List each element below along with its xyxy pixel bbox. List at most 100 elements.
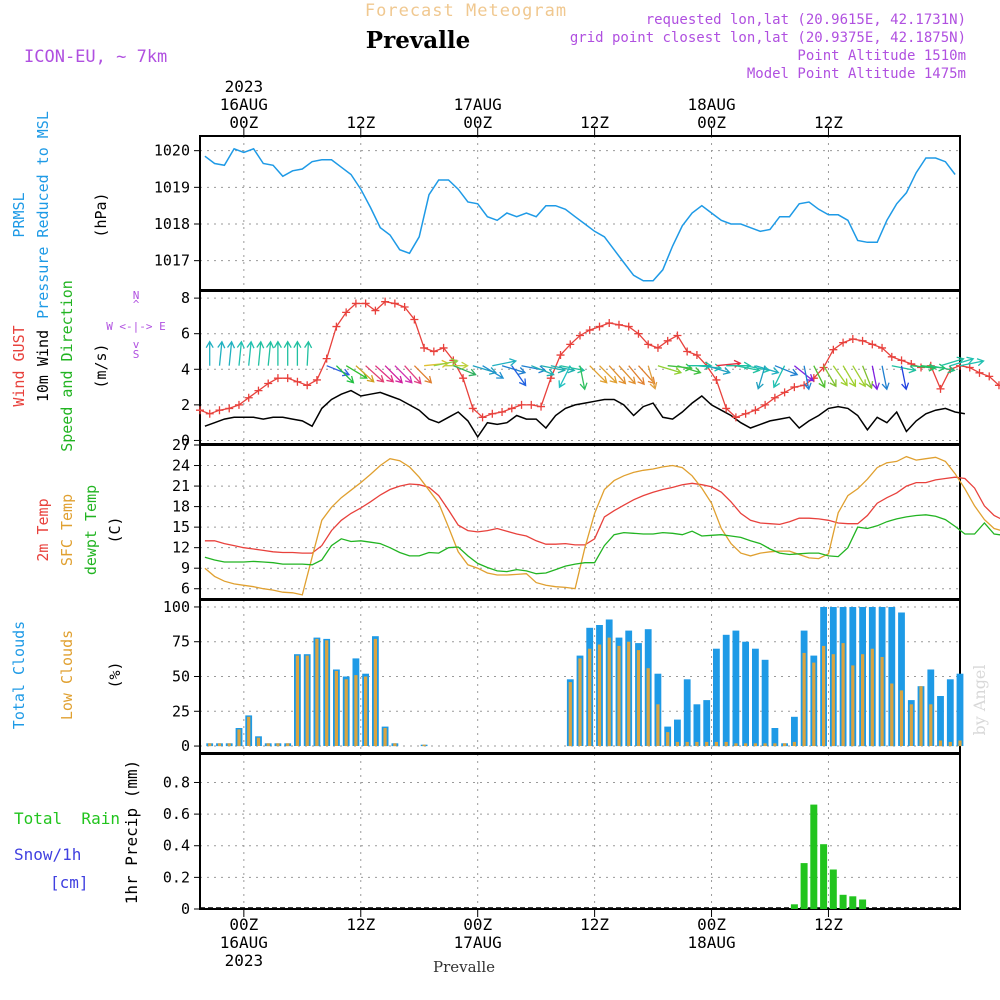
gust-marker xyxy=(478,413,487,422)
rain-bar xyxy=(839,894,847,909)
wind-direction-arrow xyxy=(453,365,477,377)
time-label-top: 18AUG xyxy=(687,95,735,114)
low-cloud-bar xyxy=(880,657,884,746)
gust-marker xyxy=(196,406,204,415)
y-tick-label: 24 xyxy=(172,457,190,475)
rain-bar xyxy=(849,896,857,909)
time-label-bottom: 00Z xyxy=(229,915,258,934)
gust-marker xyxy=(868,340,877,349)
gust-marker xyxy=(683,347,692,356)
gust-marker xyxy=(264,379,273,388)
low-cloud-bar xyxy=(861,654,865,746)
low-cloud-bar xyxy=(958,740,962,747)
temp-label-0: 2m Temp xyxy=(34,498,52,561)
gust-marker xyxy=(965,363,974,372)
gust-marker xyxy=(751,406,760,415)
low-cloud-bar xyxy=(256,737,261,746)
y-tick-label: 0.6 xyxy=(163,805,190,823)
temp-label-2: dewpt Temp xyxy=(82,485,100,575)
legend-total-rain: Total Rain xyxy=(14,809,120,828)
y-tick-label: 75 xyxy=(172,633,190,651)
compass-we: W <-|-> E xyxy=(106,320,166,333)
wind-direction-arrow xyxy=(755,365,780,375)
total-cloud-bar xyxy=(752,648,759,747)
temp-label-3: (C) xyxy=(106,516,124,543)
grid-coords: grid point closest lon,lat (20.9375E, 42… xyxy=(570,30,966,46)
y-tick-label: 6 xyxy=(181,580,190,598)
low-cloud-bar xyxy=(734,743,738,747)
wind-direction-arrow xyxy=(531,365,555,377)
wind-direction-arrow xyxy=(900,365,910,391)
wind-direction-arrow xyxy=(355,365,375,383)
wind-direction-arrow xyxy=(706,365,731,375)
low-cloud-bar xyxy=(938,740,943,747)
total-cloud-bar xyxy=(703,700,711,746)
low-cloud-bar xyxy=(822,645,826,746)
pressure-label-2: (hPa) xyxy=(92,192,110,237)
temp-label-1: SFC Temp xyxy=(58,494,76,566)
low-cloud-bar xyxy=(208,743,212,747)
low-cloud-bar xyxy=(802,652,806,747)
total-cloud-bar xyxy=(674,719,681,746)
gust-marker xyxy=(712,375,721,384)
low-cloud-bar xyxy=(792,741,796,747)
wind-direction-arrow xyxy=(589,365,608,384)
time-label-top: 12Z xyxy=(814,113,843,132)
wind-direction-arrow xyxy=(365,365,385,383)
low-cloud-bar xyxy=(705,741,709,747)
y-tick-label: 0 xyxy=(181,900,190,918)
low-cloud-bar xyxy=(753,743,757,747)
wind-direction-arrow xyxy=(226,340,236,366)
low-cloud-bar xyxy=(763,743,767,747)
wind-direction-arrow xyxy=(677,365,702,375)
y-tick-label: 15 xyxy=(172,518,190,536)
low-cloud-bar xyxy=(247,716,251,746)
wind-direction-arrow xyxy=(803,365,812,391)
gust-marker xyxy=(848,335,857,344)
wind-direction-arrow xyxy=(443,361,469,370)
low-cloud-bar xyxy=(744,743,748,747)
y-tick-label: 21 xyxy=(172,477,190,495)
gust-marker xyxy=(780,388,789,397)
wind-label-2: Speed and Direction xyxy=(58,280,76,452)
gust-marker xyxy=(878,343,887,352)
wind-direction-arrow xyxy=(384,365,404,384)
wind-direction-arrow xyxy=(618,365,636,385)
wind-direction-arrow xyxy=(236,340,245,366)
low-cloud-bar xyxy=(812,662,816,747)
low-cloud-bar xyxy=(929,704,933,746)
low-cloud-bar xyxy=(266,743,270,747)
low-cloud-bar xyxy=(675,741,679,747)
low-cloud-bar xyxy=(578,658,582,746)
gust-marker xyxy=(692,351,701,360)
low-cloud-bar xyxy=(315,638,319,746)
wind-direction-arrow xyxy=(638,365,656,385)
low-cloud-bar xyxy=(373,638,377,746)
chart-subtitle: Forecast Meteogram xyxy=(365,1,567,21)
gust-marker xyxy=(722,404,731,413)
low-cloud-bar xyxy=(295,655,299,746)
total-cloud-bar xyxy=(742,641,749,746)
wind-direction-arrow xyxy=(217,340,226,366)
y-tick-label: 2 xyxy=(181,396,190,414)
wind-label-1: 10m Wind xyxy=(34,330,52,402)
model-label: ICON-EU, ~ 7km xyxy=(24,47,167,67)
total-cloud-bar xyxy=(722,634,730,747)
compass-bottom-arrow: v xyxy=(133,338,140,351)
legend-snow: Snow/1h xyxy=(14,845,81,864)
gust-marker xyxy=(653,343,662,352)
wind-direction-arrow xyxy=(628,365,645,386)
total-cloud-bar xyxy=(956,673,964,746)
compass-rose: N ^ W <-|-> E v S xyxy=(106,289,166,361)
wind-label-3: (m/s) xyxy=(92,343,110,388)
y-tick-label: 0.4 xyxy=(163,837,190,855)
gust-marker xyxy=(244,393,253,402)
pressure-label-1: Pressure Reduced to MSL xyxy=(34,111,52,319)
wind-direction-arrow xyxy=(293,340,302,366)
time-label-bottom: 17AUG xyxy=(454,933,502,952)
gust-marker xyxy=(858,336,867,345)
y-tick-label: 0.2 xyxy=(163,868,190,886)
low-cloud-bar xyxy=(636,650,641,747)
wind-direction-arrow xyxy=(511,365,527,387)
rain-bar xyxy=(800,863,808,909)
